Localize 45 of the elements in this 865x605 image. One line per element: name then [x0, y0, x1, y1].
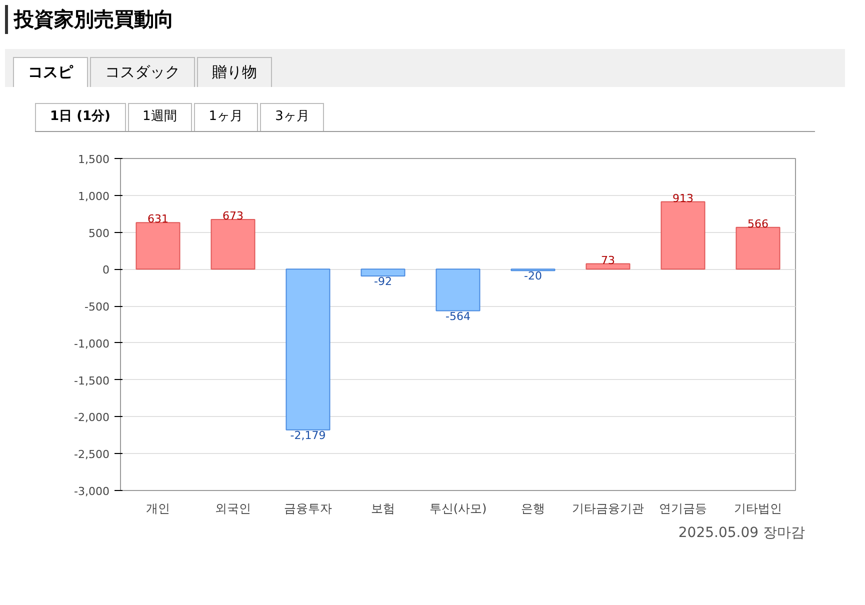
x-tick-label: 연기금등	[659, 502, 707, 516]
data-label: -92	[374, 274, 392, 288]
y-tick-label: 500	[88, 226, 110, 240]
y-tick-label: -1,000	[74, 337, 110, 350]
data-label: -20	[524, 270, 542, 283]
y-tick-label: -500	[84, 300, 110, 314]
data-label: -2,179	[290, 428, 326, 442]
y-tick-label: -2,500	[74, 448, 110, 462]
text: 1ヶ月	[194, 103, 258, 131]
bar	[360, 268, 406, 276]
x-tick-label: 기타법인	[734, 502, 782, 516]
bar	[286, 268, 330, 430]
text: 3ヶ月	[260, 103, 324, 131]
y-tick-label: 1,500	[78, 153, 110, 166]
bar	[210, 219, 256, 270]
bar	[586, 263, 630, 270]
data-label: 566	[748, 217, 768, 230]
text: 贈り物	[197, 57, 272, 88]
y-tick-label: -1,500	[74, 374, 110, 388]
y-tick-label: 0	[102, 264, 110, 277]
text: コスピ	[13, 57, 88, 88]
text: 1日 (1分)	[35, 103, 126, 131]
x-tick-label: 금융투자	[284, 502, 332, 516]
data-label: 913	[672, 192, 694, 205]
chart-title: 投資家別売買動向	[5, 5, 174, 34]
x-tick-label: 외국인	[215, 502, 251, 516]
data-label: -564	[446, 310, 470, 323]
data-label: 631	[148, 212, 168, 226]
x-tick-label: 은행	[521, 502, 545, 516]
text: 2025.05.09 장마감	[677, 524, 805, 543]
x-tick-label: 개인	[146, 502, 170, 516]
bar	[736, 226, 780, 270]
bar	[136, 222, 180, 270]
bar	[660, 201, 706, 270]
x-tick-label: 보험	[371, 502, 395, 516]
x-tick-label: 기타금융기관	[572, 502, 644, 516]
data-label: 673	[222, 210, 244, 223]
y-tick-label: 1,000	[78, 190, 110, 203]
x-tick-label: 투신(사모)	[429, 502, 487, 516]
data-label: 73	[601, 254, 615, 267]
y-tick-label: -3,000	[74, 485, 110, 498]
text: 1週間	[128, 103, 192, 131]
text: コスダック	[90, 57, 195, 88]
bar	[436, 268, 480, 312]
y-tick-label: -2,000	[74, 411, 110, 424]
